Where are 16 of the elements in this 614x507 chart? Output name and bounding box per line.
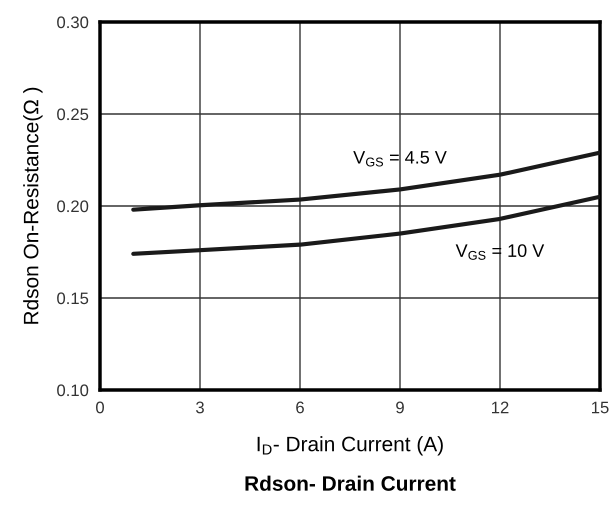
x-tick-label: 12 (492, 402, 508, 414)
y-tick-label: 0.15 (57, 292, 88, 304)
x-tick-label: 0 (96, 402, 104, 414)
x-tick-label: 9 (396, 402, 404, 414)
y-tick-label: 0.30 (57, 16, 88, 28)
line-series (131, 150, 600, 212)
x-tick-label: 15 (592, 402, 609, 414)
series-label: V$_{GS}$ = 4.5 V (353, 151, 447, 167)
y-axis-title: Rdson On-Resistance(Ω ) (23, 88, 43, 324)
x-tick-label: 6 (296, 402, 304, 414)
x-axis-title: I$_{D}$- Drain Current (A) (258, 436, 443, 456)
y-tick-label: 0.10 (57, 384, 88, 396)
y-tick-label: 0.20 (57, 200, 88, 212)
y-tick-label: 0.25 (57, 108, 88, 120)
text: Rdson- Drain Current (245, 476, 456, 491)
x-tick-label: 3 (196, 402, 204, 414)
